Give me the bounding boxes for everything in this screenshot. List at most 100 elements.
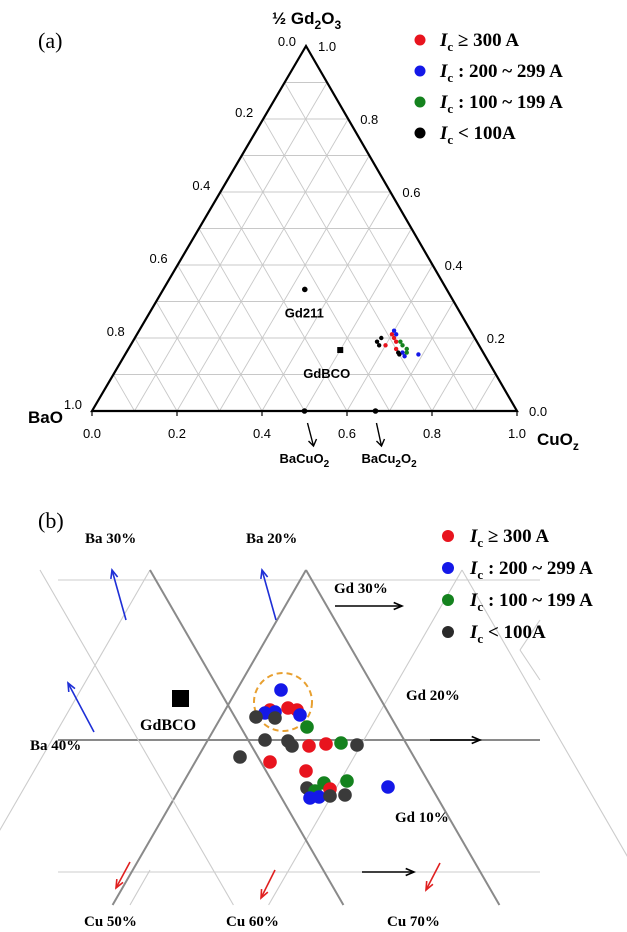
left-tick-label: 1.0: [64, 397, 82, 412]
bottom-tick-label: 0.6: [338, 426, 356, 441]
right-tick-label: 0.4: [445, 258, 463, 273]
data-point: [374, 339, 380, 344]
data-point: [268, 711, 282, 725]
grid-line: [461, 569, 627, 857]
legend-marker: [414, 96, 426, 108]
zoom-grid: [0, 569, 627, 906]
left-tick-label: 0.0: [278, 34, 296, 49]
bottom-tick-label: 0.0: [83, 426, 101, 441]
data-point: [233, 750, 247, 764]
legend-subscript: c: [477, 599, 483, 614]
bottom-tick-label: 0.8: [423, 426, 441, 441]
cu-direction-arrow-head: [260, 888, 269, 900]
left-tick-label: 0.2: [235, 105, 253, 120]
data-point: [312, 790, 326, 804]
label-part: BaCuO: [280, 451, 324, 466]
right-tick-label: 0.2: [487, 331, 505, 346]
data-point: [338, 788, 352, 802]
legend-symbol: I: [469, 526, 478, 547]
legend-label: Ic < 100A: [469, 622, 546, 646]
legend-text: : 100 ~ 199 A: [483, 590, 593, 611]
label-part: BaCu: [361, 451, 395, 466]
legend-marker: [442, 530, 454, 542]
grid-line: [198, 228, 305, 412]
bottom-tick-label: 0.4: [253, 426, 271, 441]
data-point: [391, 335, 397, 341]
grid-label: Ba 40%: [30, 738, 81, 754]
bacu2o2-arrow: [375, 422, 386, 448]
legend-symbol: I: [439, 123, 448, 144]
grid-line: [268, 569, 463, 906]
data-point: [381, 780, 395, 794]
label-subscript: 2: [395, 459, 401, 470]
bacu2o2-marker: [372, 408, 379, 414]
grid-label: Cu 50%: [84, 914, 137, 930]
legend-subscript: c: [447, 70, 453, 85]
cu-direction-arrow: [115, 861, 131, 889]
grid-line: [474, 374, 497, 412]
data-points: [374, 328, 421, 359]
label-part: O: [401, 451, 411, 466]
legend-label: Ic ≥ 300 A: [439, 30, 519, 54]
ba-direction-arrow-head: [110, 568, 119, 580]
grid-line: [219, 155, 370, 412]
grid-line: [155, 301, 220, 412]
legend-subscript: c: [447, 39, 453, 54]
data-point: [404, 346, 409, 352]
legend-symbol: I: [469, 558, 478, 579]
gd-direction-arrow-head: [405, 867, 417, 877]
bacuo2-arrow: [306, 422, 318, 448]
data-point: [302, 739, 316, 753]
grid-line: [284, 82, 475, 412]
cu-direction-arrow-head: [115, 878, 124, 890]
ba-direction-arrow: [67, 682, 95, 733]
bottom-tick-label: 0.2: [168, 426, 186, 441]
tick-labels: 0.0 0.2 0.4 0.6 0.8 1.00.00.20.40.60.81.01.00…: [64, 34, 547, 441]
direction-arrows: [67, 568, 483, 900]
grid-label: Gd 10%: [395, 810, 449, 826]
data-point: [319, 737, 333, 751]
legend-label: Ic < 100A: [439, 123, 516, 147]
gd211-marker: [301, 286, 308, 293]
data-point: [397, 352, 402, 357]
cu-direction-arrow: [260, 869, 276, 899]
right-tick-label: 0.0: [529, 404, 547, 419]
legend-marker: [442, 562, 454, 574]
legend-label: Ic : 200 ~ 299 A: [439, 61, 563, 85]
grid-line: [431, 337, 476, 412]
legend-symbol: I: [439, 92, 448, 113]
grid-line: [389, 301, 455, 412]
legend-label: Ic : 100 ~ 199 A: [439, 92, 563, 116]
bacu2o2-label: BaCu2O2: [361, 451, 417, 470]
gdbco-label: GdBCO: [140, 717, 196, 734]
legend-symbol: I: [469, 590, 478, 611]
legend-marker: [414, 34, 426, 46]
legend-text: ≥ 300 A: [453, 30, 519, 51]
ternary-panel-b-zoom: (b) Ba 30% Ba 20% Ba 40% Gd 30% Gd 20% Gd 10%…: [0, 508, 627, 930]
legend-symbol: I: [469, 622, 478, 643]
data-point: [402, 354, 407, 359]
grid-label: Ba 30%: [85, 531, 136, 547]
legend-marker: [442, 626, 454, 638]
legend-text: : 200 ~ 299 A: [483, 558, 593, 579]
legend-symbol: I: [439, 30, 448, 51]
legend-marker: [442, 594, 454, 606]
legend-text: < 100A: [483, 622, 546, 643]
data-point: [393, 332, 399, 337]
grid-line: [149, 569, 345, 906]
data-point: [334, 736, 348, 750]
gd211-label: Gd211: [285, 305, 324, 320]
legend-text: : 100 ~ 199 A: [453, 92, 563, 113]
legend-marker: [414, 65, 426, 77]
gd-direction-arrow-head: [471, 735, 483, 745]
data-point: [263, 755, 277, 769]
left-vertex-label: BaO: [28, 408, 63, 427]
grid-line: [39, 569, 234, 906]
legend-a: Ic ≥ 300 A Ic : 200 ~ 299 A Ic : 100 ~ 199…: [414, 30, 563, 147]
data-point: [400, 350, 405, 355]
gd-direction-arrow-head: [393, 601, 405, 611]
data-point: [299, 764, 313, 778]
highlight-circle: [253, 672, 313, 732]
